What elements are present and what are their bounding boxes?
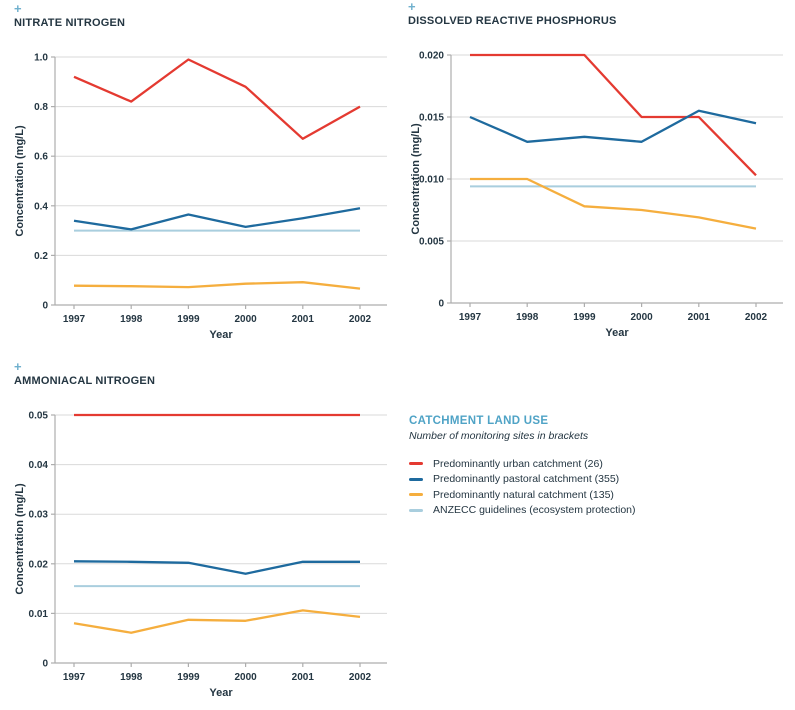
legend-item-natural: Predominantly natural catchment (135) bbox=[409, 487, 739, 503]
axes bbox=[447, 54, 783, 307]
series-line-natural bbox=[73, 281, 361, 290]
y-tick-label: 0.02 bbox=[29, 559, 49, 570]
gridlines bbox=[55, 56, 387, 256]
y-tick-label: 0 bbox=[42, 659, 48, 670]
y-tick-label: 0.010 bbox=[419, 175, 444, 186]
chart-plot: 0 0.005 0.010 0.015 0.020 1997 1998 1999 2000 200… bbox=[410, 51, 783, 340]
legend-swatch-urban bbox=[409, 462, 423, 466]
x-tick-label: 1997 bbox=[459, 312, 482, 323]
chart-title: NITRATE NITROGEN bbox=[14, 17, 126, 29]
y-tick-label: 0.015 bbox=[419, 113, 444, 124]
x-tick-label: 1997 bbox=[63, 314, 86, 325]
x-axis-title: Year bbox=[605, 327, 629, 339]
x-tick-label: 1999 bbox=[177, 672, 200, 683]
series-line-pastoral bbox=[73, 560, 360, 575]
chart-canvas-dissolved-reactive-phosphorus: 0 0.005 0.010 0.015 0.020 1997 1998 1999 2000 200… bbox=[410, 37, 795, 348]
x-axis-title: Year bbox=[209, 329, 233, 341]
legend-item-pastoral: Predominantly pastoral catchment (355) bbox=[409, 472, 739, 488]
x-tick-label: 2001 bbox=[292, 314, 315, 325]
series-line-pastoral bbox=[73, 207, 361, 231]
x-tick-label: 2002 bbox=[349, 672, 372, 683]
legend-catchment-land-use: CATCHMENT LAND USE Number of monitoring … bbox=[409, 414, 739, 518]
x-tick-label: 1998 bbox=[516, 312, 539, 323]
y-tick-label: 0.05 bbox=[29, 411, 49, 422]
x-tick-label: 2000 bbox=[234, 672, 257, 683]
x-tick-label: 1999 bbox=[573, 312, 596, 323]
chart-title: DISSOLVED REACTIVE PHOSPHORUS bbox=[408, 15, 617, 27]
series-line-natural bbox=[470, 177, 757, 230]
axes bbox=[51, 414, 387, 667]
chart-canvas-ammoniacal-nitrogen: 0 0.01 0.02 0.03 0.04 0.05 1997 1998 1999 2000 200… bbox=[14, 397, 406, 708]
gridlines bbox=[451, 54, 783, 242]
chart-block-nitrate-nitrogen: + NITRATE NITROGEN 0 0.2 0.4 0.6 0.8 1.0 1997 1… bbox=[14, 2, 406, 350]
y-tick-label: 0 bbox=[42, 301, 48, 312]
y-axis-title: Concentration (mg/L) bbox=[14, 125, 26, 237]
x-tick-label: 1999 bbox=[177, 314, 200, 325]
expand-plus-icon[interactable]: + bbox=[14, 1, 22, 16]
y-tick-label: 0.2 bbox=[34, 251, 48, 262]
x-tick-label: 1998 bbox=[120, 672, 143, 683]
expand-plus-icon[interactable]: + bbox=[14, 359, 22, 374]
x-tick-label: 1998 bbox=[120, 314, 143, 325]
legend-item-label: ANZECC guidelines (ecosystem protection) bbox=[433, 504, 636, 517]
axis-labels: 0 0.005 0.010 0.015 0.020 1997 1998 1999 2000 200… bbox=[410, 51, 768, 340]
chart-canvas-nitrate-nitrogen: 0 0.2 0.4 0.6 0.8 1.0 1997 1998 1999 2000 2001 2002… bbox=[14, 39, 406, 350]
legend-list: Predominantly urban catchment (26) Predo… bbox=[409, 456, 739, 518]
chart-block-ammoniacal-nitrogen: + AMMONIACAL NITROGEN 0 0.01 0.02 0.03 0.04 0… bbox=[14, 360, 406, 708]
x-tick-label: 2002 bbox=[745, 312, 768, 323]
legend-item-label: Predominantly pastoral catchment (355) bbox=[433, 473, 620, 486]
gridlines bbox=[55, 414, 387, 614]
legend-swatch-anzecc-guidelines bbox=[409, 508, 423, 512]
y-tick-label: 0.8 bbox=[34, 102, 48, 113]
y-tick-label: 0.4 bbox=[34, 201, 48, 212]
x-tick-label: 2001 bbox=[292, 672, 315, 683]
y-tick-label: 0.020 bbox=[419, 51, 444, 62]
y-tick-label: 0 bbox=[438, 299, 444, 310]
legend-item-urban: Predominantly urban catchment (26) bbox=[409, 456, 739, 472]
y-tick-label: 0.6 bbox=[34, 152, 48, 163]
legend-swatch-pastoral bbox=[409, 477, 423, 481]
legend-title: CATCHMENT LAND USE bbox=[409, 415, 549, 427]
legend-item-label: Predominantly urban catchment (26) bbox=[433, 457, 603, 470]
legend-item-anzecc-guidelines: ANZECC guidelines (ecosystem protection) bbox=[409, 503, 739, 519]
x-axis-title: Year bbox=[209, 687, 233, 699]
series-line-natural bbox=[73, 609, 361, 634]
series-line-pastoral bbox=[469, 109, 757, 143]
chart-plot: 0 0.2 0.4 0.6 0.8 1.0 1997 1998 1999 2000 2001 2002… bbox=[14, 53, 387, 342]
x-tick-label: 1997 bbox=[63, 672, 86, 683]
legend-item-label: Predominantly natural catchment (135) bbox=[433, 488, 614, 501]
x-tick-label: 2002 bbox=[349, 314, 372, 325]
y-tick-label: 0.01 bbox=[29, 609, 49, 620]
chart-plot: 0 0.01 0.02 0.03 0.04 0.05 1997 1998 1999 2000 200… bbox=[14, 411, 387, 700]
y-axis-title: Concentration (mg/L) bbox=[410, 123, 422, 235]
legend-subtitle: Number of monitoring sites in brackets bbox=[409, 430, 589, 442]
y-tick-label: 1.0 bbox=[34, 53, 48, 64]
axes bbox=[51, 56, 387, 309]
axis-labels: 0 0.01 0.02 0.03 0.04 0.05 1997 1998 1999 2000 200… bbox=[14, 411, 372, 700]
legend-swatch-natural bbox=[409, 493, 423, 497]
x-tick-label: 2000 bbox=[630, 312, 653, 323]
axis-labels: 0 0.2 0.4 0.6 0.8 1.0 1997 1998 1999 2000 2001 2002… bbox=[14, 53, 372, 342]
expand-plus-icon[interactable]: + bbox=[408, 0, 416, 14]
series-line-urban bbox=[73, 58, 361, 140]
chart-block-dissolved-reactive-phosphorus: + DISSOLVED REACTIVE PHOSPHORUS 0 0.005 0.… bbox=[408, 0, 795, 348]
y-axis-title: Concentration (mg/L) bbox=[14, 483, 26, 595]
y-tick-label: 0.04 bbox=[29, 460, 49, 471]
x-tick-label: 2000 bbox=[234, 314, 257, 325]
series-line-urban bbox=[470, 53, 757, 177]
chart-title: AMMONIACAL NITROGEN bbox=[14, 375, 156, 387]
y-tick-label: 0.03 bbox=[29, 510, 49, 521]
y-tick-label: 0.005 bbox=[419, 237, 444, 248]
x-tick-label: 2001 bbox=[688, 312, 711, 323]
